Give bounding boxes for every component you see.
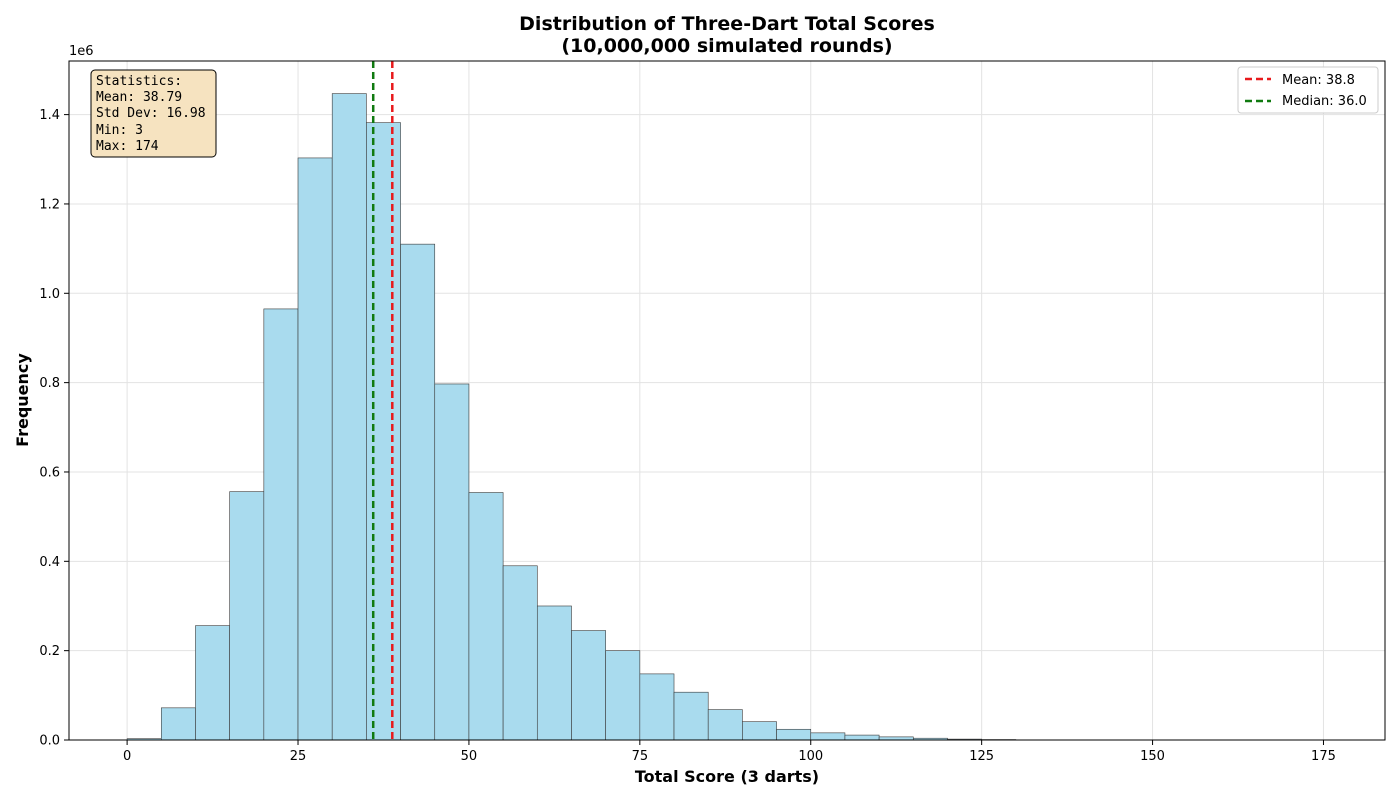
- histogram-bar: [468, 492, 504, 741]
- x-tick-label: 150: [1140, 749, 1165, 764]
- y-tick-label: 1.4: [39, 108, 60, 123]
- legend-mean-label: Mean: 38.8: [1282, 73, 1355, 88]
- histogram-bar: [297, 157, 333, 741]
- x-tick-label: 25: [290, 749, 307, 764]
- histogram-bar: [707, 709, 743, 741]
- histogram-bar: [571, 630, 606, 741]
- y-tick-label: 0.2: [39, 644, 60, 659]
- y-tick-label: 0.0: [39, 734, 60, 749]
- histogram-bar: [331, 93, 367, 741]
- histogram-bar: [160, 707, 196, 741]
- reference-lines: [371, 61, 394, 740]
- histogram-bar: [673, 691, 709, 741]
- x-tick-label: 100: [798, 749, 823, 764]
- histogram-bar: [639, 673, 675, 741]
- stats-line: Mean: 38.79: [96, 90, 182, 105]
- y-tick-label: 0.4: [39, 555, 60, 570]
- histogram-bar: [366, 122, 401, 741]
- x-tick-label: 75: [632, 749, 649, 764]
- legend-background: [1237, 66, 1379, 114]
- histogram-bar: [502, 565, 538, 741]
- plot-frame: [68, 60, 1386, 741]
- histogram-bar: [742, 721, 777, 741]
- y-axis-ticks: 0.0 0.2 0.4 0.6 0.8 1.0 1.2 1.4: [39, 108, 69, 749]
- stats-box-background: [90, 69, 217, 158]
- x-tick-label: 50: [461, 749, 478, 764]
- y-tick-label: 0.6: [39, 465, 60, 480]
- x-tick-label: 0: [123, 749, 131, 764]
- y-tick-label: 0.8: [39, 376, 60, 391]
- chart-subtitle: (10,000,000 simulated rounds): [561, 35, 892, 57]
- stats-line: Max: 174: [96, 139, 159, 154]
- stats-line: Statistics:: [96, 74, 182, 89]
- x-tick-label: 125: [969, 749, 994, 764]
- legend: Mean: 38.8 Median: 36.0: [1237, 66, 1379, 114]
- stats-line: Min: 3: [96, 123, 143, 138]
- y-axis-label: Frequency: [13, 353, 32, 447]
- histogram-bars: [126, 93, 1324, 741]
- y-scale-label: 1e6: [69, 44, 94, 59]
- x-axis-label: Total Score (3 darts): [635, 767, 819, 786]
- y-tick-label: 1.2: [39, 197, 60, 212]
- histogram-bar: [605, 650, 641, 741]
- chart-title: Distribution of Three-Dart Total Scores: [519, 13, 935, 35]
- y-tick-label: 1.0: [39, 287, 60, 302]
- histogram-bar: [263, 308, 299, 741]
- histogram-bar: [536, 605, 572, 741]
- histogram-bar: [776, 728, 812, 741]
- stats-line: Std Dev: 16.98: [96, 106, 206, 121]
- histogram-bar: [844, 734, 880, 741]
- histogram-bar: [810, 732, 846, 741]
- histogram-bar: [195, 625, 230, 741]
- histogram-bar: [434, 383, 470, 741]
- histogram-bar: [400, 243, 436, 741]
- x-tick-label: 175: [1311, 749, 1336, 764]
- stats-box: Statistics: Mean: 38.79 Std Dev: 16.98 M…: [90, 69, 217, 158]
- histogram-bar: [229, 491, 265, 741]
- x-axis-ticks: 0 25 50 75 100 125 150 175: [123, 740, 1336, 764]
- legend-median-label: Median: 36.0: [1282, 94, 1367, 109]
